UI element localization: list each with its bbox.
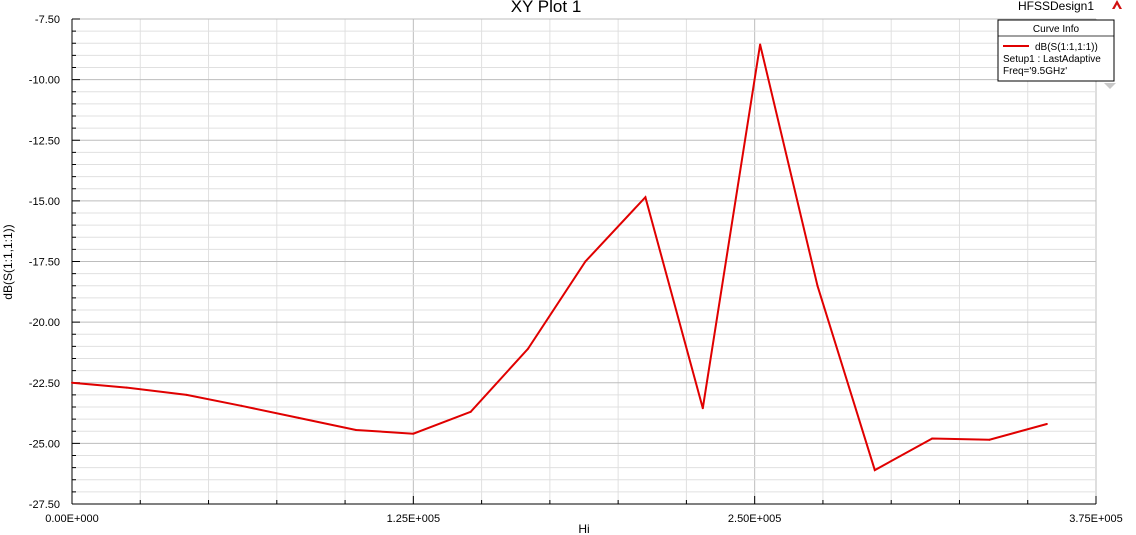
data-point (71, 381, 73, 384)
legend-series-name: dB(S(1:1,1:1)) (1035, 42, 1098, 53)
y-tick-label: -20.00 (29, 317, 60, 329)
y-tick-label: -10.00 (29, 75, 60, 87)
x-tick-label: 0.00E+000 (45, 513, 99, 525)
data-point (527, 347, 530, 350)
data-point (873, 469, 876, 472)
series-line-0[interactable] (71, 44, 1048, 472)
design-name: HFSSDesign1 (1018, 0, 1094, 13)
x-tick-label: 3.75E+005 (1069, 513, 1123, 525)
data-point (185, 393, 188, 396)
data-point (297, 416, 300, 419)
legend-header: Curve Info (1033, 24, 1080, 35)
y-tick-label: -27.50 (29, 499, 60, 511)
y-tick-label: -7.50 (35, 14, 60, 26)
legend-freq-line: Freq='9.5GHz' (1003, 66, 1067, 77)
data-point (240, 404, 243, 407)
data-point (644, 196, 647, 199)
tick-labels: -7.50 -10.00 -12.50 -15.00 -17.50 -20.00 -22.5… (29, 14, 1123, 525)
x-tick-label: 2.50E+005 (728, 513, 782, 525)
y-tick-label: -12.50 (29, 135, 60, 147)
ansys-logo-icon (1112, 0, 1122, 9)
data-point (988, 438, 991, 441)
curve-info-legend[interactable]: Curve Info dB(S(1:1,1:1)) Setup1 : LastA… (997, 19, 1115, 82)
chart-title: XY Plot 1 (511, 0, 582, 16)
series-layer (71, 43, 1048, 472)
y-tick-label: -25.00 (29, 438, 60, 450)
x-tick-label: 1.25E+005 (387, 513, 441, 525)
grid-lines (71, 18, 1097, 505)
data-point (412, 432, 415, 435)
data-point (759, 43, 762, 46)
scroll-marker-icon[interactable] (1104, 83, 1116, 89)
data-point (469, 410, 472, 413)
data-point (931, 437, 934, 440)
x-axis-label: Hi (578, 522, 589, 535)
data-point (1045, 422, 1048, 425)
legend-setup-line: Setup1 : LastAdaptive (1003, 54, 1101, 65)
y-axis-label: dB(S(1:1,1:1)) (1, 224, 15, 299)
data-point (584, 260, 587, 263)
y-tick-label: -15.00 (29, 196, 60, 208)
data-point (125, 386, 128, 389)
y-tick-label: -22.50 (29, 378, 60, 390)
data-point (701, 407, 704, 410)
data-point (816, 284, 819, 287)
axes (71, 18, 1097, 505)
y-tick-label: -17.50 (29, 257, 60, 269)
data-point (354, 429, 357, 432)
